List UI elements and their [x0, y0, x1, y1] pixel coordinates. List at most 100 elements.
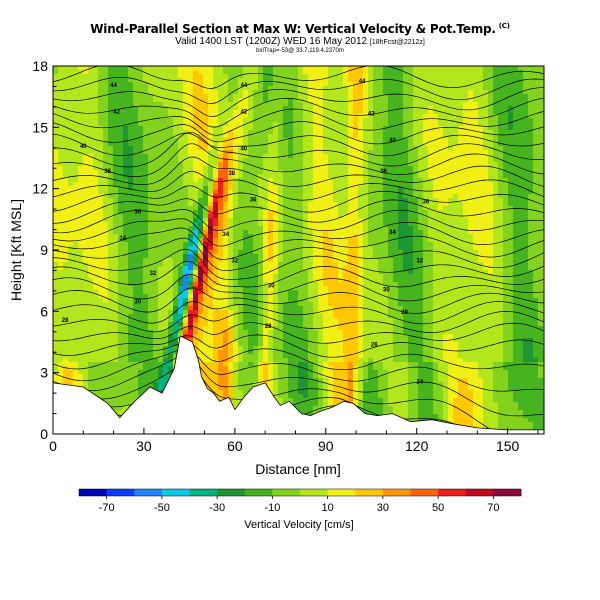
velocity-cell — [268, 122, 274, 127]
velocity-cell — [533, 114, 539, 119]
velocity-cell — [383, 106, 389, 111]
velocity-cell — [213, 190, 219, 195]
velocity-cell — [373, 126, 379, 131]
velocity-cell — [183, 170, 189, 175]
velocity-cell — [373, 142, 379, 147]
velocity-cell — [438, 158, 444, 163]
velocity-cell — [463, 134, 469, 139]
velocity-cell — [218, 170, 224, 175]
velocity-cell — [448, 210, 454, 215]
velocity-cell — [263, 66, 269, 71]
velocity-cell — [258, 230, 264, 235]
velocity-cell — [318, 146, 324, 151]
velocity-cell — [233, 250, 239, 255]
velocity-cell — [438, 246, 444, 251]
velocity-cell — [78, 146, 84, 151]
velocity-cell — [278, 250, 284, 255]
velocity-cell — [133, 202, 139, 207]
velocity-cell — [108, 86, 114, 91]
velocity-cell — [463, 86, 469, 91]
velocity-cell — [183, 142, 189, 147]
velocity-cell — [513, 250, 519, 255]
velocity-cell — [128, 158, 134, 163]
velocity-cell — [443, 214, 449, 219]
velocity-cell — [268, 114, 274, 119]
velocity-cell — [498, 142, 504, 147]
velocity-cell — [158, 146, 164, 151]
velocity-cell — [273, 118, 279, 123]
velocity-cell — [478, 134, 484, 139]
velocity-cell — [283, 234, 289, 239]
velocity-cell — [453, 190, 459, 195]
velocity-cell — [228, 134, 234, 139]
velocity-cell — [168, 254, 174, 259]
velocity-cell — [528, 134, 534, 139]
velocity-cell — [233, 182, 239, 187]
velocity-cell — [403, 138, 409, 143]
velocity-cell — [358, 142, 364, 147]
velocity-cell — [253, 98, 259, 103]
velocity-cell — [523, 262, 529, 267]
velocity-cell — [378, 226, 384, 231]
velocity-cell — [243, 90, 249, 95]
velocity-cell — [338, 98, 344, 103]
velocity-cell — [268, 234, 274, 239]
velocity-cell — [483, 114, 489, 119]
velocity-cell — [468, 222, 474, 227]
velocity-cell — [503, 114, 509, 119]
velocity-cell — [198, 250, 204, 255]
velocity-cell — [533, 74, 539, 79]
velocity-cell — [398, 162, 404, 167]
velocity-cell — [373, 198, 379, 203]
velocity-cell — [538, 146, 544, 151]
velocity-cell — [273, 78, 279, 83]
velocity-cell — [388, 118, 394, 123]
velocity-cell — [243, 94, 249, 99]
velocity-cell — [203, 258, 209, 263]
velocity-cell — [478, 110, 484, 115]
velocity-cell — [133, 110, 139, 115]
velocity-cell — [243, 174, 249, 179]
velocity-cell — [253, 194, 259, 199]
velocity-cell — [523, 166, 529, 171]
velocity-cell — [313, 214, 319, 219]
velocity-cell — [183, 266, 189, 271]
velocity-cell — [98, 90, 104, 95]
velocity-cell — [263, 198, 269, 203]
velocity-cell — [413, 250, 419, 255]
velocity-cell — [273, 174, 279, 179]
velocity-cell — [343, 66, 349, 71]
velocity-cell — [423, 130, 429, 135]
velocity-cell — [123, 266, 129, 271]
velocity-cell — [308, 186, 314, 191]
velocity-cell — [333, 130, 339, 135]
velocity-cell — [198, 122, 204, 127]
velocity-cell — [58, 182, 64, 187]
velocity-cell — [408, 198, 414, 203]
velocity-cell — [228, 182, 234, 187]
velocity-cell — [248, 174, 254, 179]
velocity-cell — [53, 90, 59, 95]
velocity-cell — [128, 94, 134, 99]
velocity-cell — [313, 198, 319, 203]
velocity-cell — [363, 66, 369, 71]
velocity-cell — [108, 258, 114, 263]
velocity-cell — [293, 166, 299, 171]
velocity-cell — [163, 118, 169, 123]
velocity-cell — [258, 182, 264, 187]
velocity-cell — [183, 190, 189, 195]
velocity-cell — [63, 142, 69, 147]
velocity-cell — [443, 138, 449, 143]
velocity-cell — [248, 150, 254, 155]
velocity-cell — [223, 118, 229, 123]
velocity-cell — [223, 66, 229, 71]
velocity-cell — [453, 90, 459, 95]
velocity-cell — [468, 158, 474, 163]
velocity-cell — [458, 66, 464, 71]
velocity-cell — [393, 226, 399, 231]
velocity-cell — [178, 158, 184, 163]
velocity-cell — [223, 142, 229, 147]
velocity-cell — [208, 234, 214, 239]
velocity-cell — [458, 250, 464, 255]
velocity-cell — [233, 142, 239, 147]
